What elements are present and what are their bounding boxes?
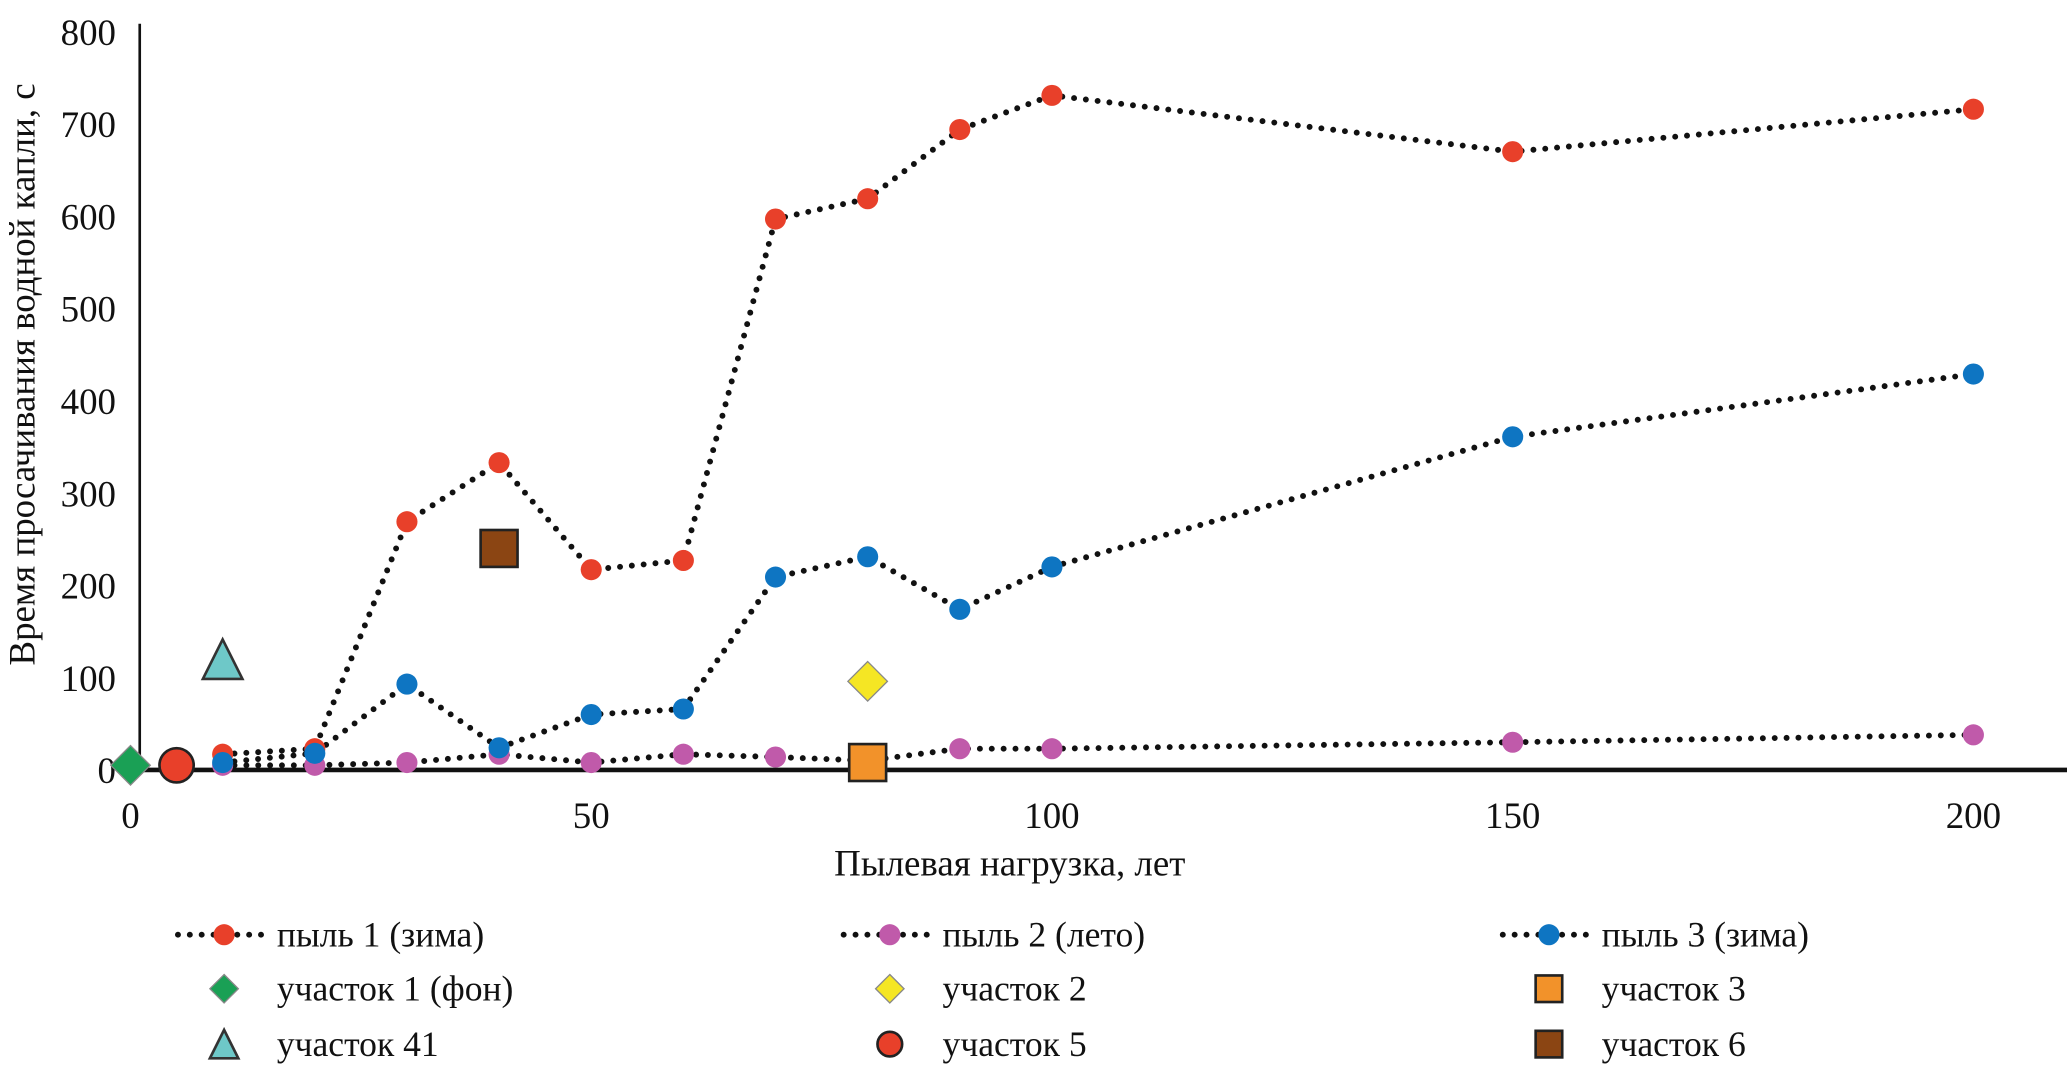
y-tick-label: 0 bbox=[98, 750, 116, 791]
data-point bbox=[1502, 426, 1524, 448]
legend-item: участок 2 bbox=[874, 969, 1087, 1009]
legend-label: пыль 1 (зима) bbox=[277, 915, 484, 955]
legend: пыль 1 (зима) пыль 2 (лето) пыль 3 (зима) у… bbox=[174, 915, 1809, 1064]
legend-item: пыль 3 (зима) bbox=[1499, 915, 1809, 955]
data-point-bigcircle bbox=[158, 746, 196, 784]
data-point-diamond bbox=[109, 744, 152, 787]
data-point bbox=[1041, 738, 1063, 760]
data-point bbox=[488, 737, 510, 759]
legend-label: участок 3 bbox=[1602, 969, 1746, 1009]
legend-marker bbox=[1534, 974, 1564, 1004]
y-tick-label: 100 bbox=[61, 658, 116, 699]
data-point bbox=[396, 673, 418, 695]
legend-label: участок 2 bbox=[943, 969, 1087, 1009]
x-axis-label: Пылевая нагрузка, лет bbox=[834, 842, 1185, 883]
legend-marker bbox=[1538, 924, 1560, 946]
data-point bbox=[580, 559, 602, 581]
legend-label: пыль 3 (зима) bbox=[1602, 915, 1809, 955]
legend-item: участок 1 (фон) bbox=[208, 969, 514, 1009]
legend-marker bbox=[874, 973, 905, 1004]
y-axis-label: Время просачивания водной капли, с bbox=[1, 83, 42, 665]
data-point-square bbox=[479, 528, 519, 569]
x-tick-label: 200 bbox=[1946, 795, 2001, 836]
data-point bbox=[764, 566, 787, 588]
y-tick-label: 300 bbox=[61, 473, 116, 514]
legend-label: участок 1 (фон) bbox=[277, 969, 514, 1009]
data-point bbox=[396, 751, 418, 774]
legend-label: участок 6 bbox=[1602, 1024, 1746, 1064]
y-tick-label: 600 bbox=[61, 196, 116, 237]
data-point bbox=[1962, 98, 1984, 120]
plot-area bbox=[109, 84, 1984, 787]
data-point bbox=[1041, 84, 1063, 106]
y-tick-label: 500 bbox=[61, 289, 116, 330]
data-point bbox=[1962, 724, 1984, 746]
legend-marker bbox=[876, 1030, 904, 1058]
legend-item: участок 3 bbox=[1534, 969, 1746, 1009]
data-point bbox=[1502, 141, 1524, 163]
x-tick-label: 0 bbox=[121, 795, 139, 836]
y-tick-label: 200 bbox=[61, 566, 116, 607]
data-point bbox=[488, 452, 510, 474]
data-point bbox=[764, 208, 787, 230]
data-point bbox=[949, 118, 971, 141]
series-line bbox=[219, 92, 1977, 758]
legend-item: пыль 1 (зима) bbox=[174, 915, 484, 955]
data-point bbox=[1502, 731, 1524, 753]
data-point bbox=[1962, 363, 1984, 385]
data-point bbox=[212, 751, 234, 774]
series-line bbox=[219, 371, 1977, 766]
legend-marker bbox=[879, 924, 901, 946]
data-point bbox=[949, 738, 971, 760]
legend-marker bbox=[207, 1026, 241, 1060]
data-point-diamond bbox=[846, 660, 889, 703]
y-tick-label: 700 bbox=[61, 104, 116, 145]
data-point bbox=[764, 746, 787, 768]
data-point bbox=[304, 742, 326, 764]
legend-marker bbox=[208, 973, 240, 1004]
data-point bbox=[580, 704, 602, 726]
legend-label: участок 5 bbox=[943, 1024, 1087, 1064]
data-point-square bbox=[847, 742, 888, 783]
y-tick-label: 400 bbox=[61, 381, 116, 422]
y-tick-label: 800 bbox=[61, 12, 116, 53]
legend-marker bbox=[213, 924, 235, 946]
legend-label: участок 41 bbox=[277, 1024, 439, 1064]
data-point-triangle bbox=[200, 636, 245, 681]
legend-item: участок 6 bbox=[1534, 1024, 1746, 1064]
axes: 0 100 200 300 400 500 600 700 800 0 50 100 150 200 bbox=[61, 12, 2067, 836]
data-point bbox=[672, 549, 694, 571]
x-tick-label: 150 bbox=[1485, 795, 1540, 836]
legend-label: пыль 2 (лето) bbox=[943, 915, 1146, 955]
data-point bbox=[949, 598, 971, 620]
legend-marker bbox=[1534, 1029, 1564, 1059]
legend-item: участок 5 bbox=[876, 1024, 1087, 1064]
x-tick-label: 50 bbox=[573, 795, 610, 836]
data-point bbox=[857, 546, 879, 568]
x-tick-label: 100 bbox=[1024, 795, 1079, 836]
series-line bbox=[219, 731, 1977, 769]
data-point bbox=[396, 511, 418, 533]
data-point bbox=[857, 188, 879, 210]
legend-item: участок 41 bbox=[207, 1024, 439, 1064]
legend-item: пыль 2 (лето) bbox=[840, 915, 1146, 955]
data-point bbox=[1041, 556, 1063, 578]
data-point bbox=[672, 698, 694, 720]
data-point bbox=[672, 743, 694, 765]
data-point bbox=[580, 751, 602, 774]
